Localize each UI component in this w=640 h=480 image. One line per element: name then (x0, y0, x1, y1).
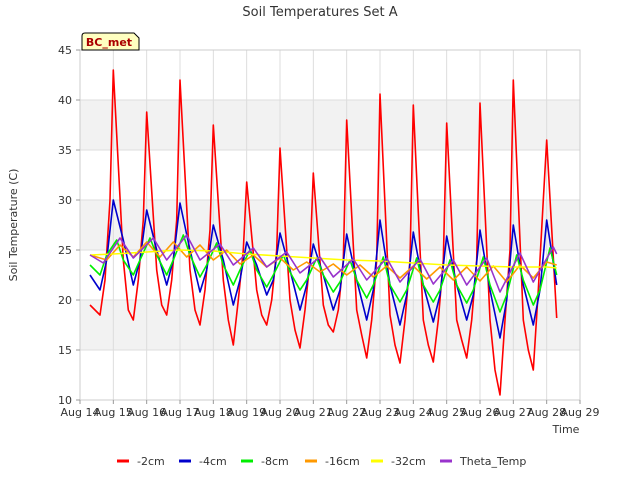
plot-band (80, 200, 580, 250)
x-tick-label: Aug 17 (161, 406, 200, 419)
x-tick-label: Aug 26 (461, 406, 500, 419)
series-lines (89, 69, 558, 396)
x-tick-label: Aug 24 (394, 406, 433, 419)
legend-item: -32cm (371, 455, 426, 468)
x-axis-label: Time (552, 423, 580, 436)
y-tick-label: 20 (58, 294, 72, 307)
x-tick-label: Aug 18 (194, 406, 233, 419)
legend: -2cm -4cm -8cm -16cm -32cm Theta_Temp (117, 455, 526, 468)
x-tick-label: Aug 19 (227, 406, 266, 419)
x-tick-label: Aug 14 (61, 406, 100, 419)
y-tick-label: 45 (58, 44, 72, 57)
y-tick-label: 10 (58, 394, 72, 407)
series-line-thetatemp (89, 234, 558, 293)
legend-item: -2cm (117, 455, 165, 468)
plot-background (80, 50, 580, 400)
y-tick-label: 30 (58, 194, 72, 207)
plot-frame (79, 49, 581, 401)
legend-item: Theta_Temp (440, 455, 526, 468)
x-tick-label: Aug 21 (294, 406, 333, 419)
legend-label: -2cm (137, 455, 165, 468)
legend-item: -16cm (305, 455, 360, 468)
plot-band (80, 100, 580, 150)
site-label: BC_met (86, 36, 132, 49)
legend-label: Theta_Temp (459, 455, 526, 468)
x-tick-label: Aug 15 (94, 406, 133, 419)
x-tick-label: Aug 22 (327, 406, 366, 419)
legend-label: -16cm (325, 455, 360, 468)
x-tick-label: Aug 16 (127, 406, 166, 419)
series-line-32cm (89, 249, 557, 269)
y-axis-label: Soil Temperature (C) (7, 169, 20, 282)
legend-label: -8cm (261, 455, 289, 468)
legend-item: -4cm (179, 455, 227, 468)
x-tick-label: Aug 23 (361, 406, 400, 419)
x-tick-label: Aug 25 (427, 406, 466, 419)
x-tick-label: Aug 29 (561, 406, 600, 419)
legend-label: -32cm (391, 455, 426, 468)
y-tick-label: 40 (58, 94, 72, 107)
x-tick-label: Aug 27 (494, 406, 533, 419)
legend-item: -8cm (241, 455, 289, 468)
y-tick-label: 35 (58, 144, 72, 157)
x-tick-label: Aug 28 (527, 406, 566, 419)
site-badge: BC_met (81, 32, 140, 51)
chart-title: Soil Temperatures Set A (242, 5, 397, 20)
legend-label: -4cm (199, 455, 227, 468)
x-tick-label: Aug 20 (261, 406, 300, 419)
y-tick-label: 25 (58, 244, 72, 257)
y-tick-label: 15 (58, 344, 72, 357)
